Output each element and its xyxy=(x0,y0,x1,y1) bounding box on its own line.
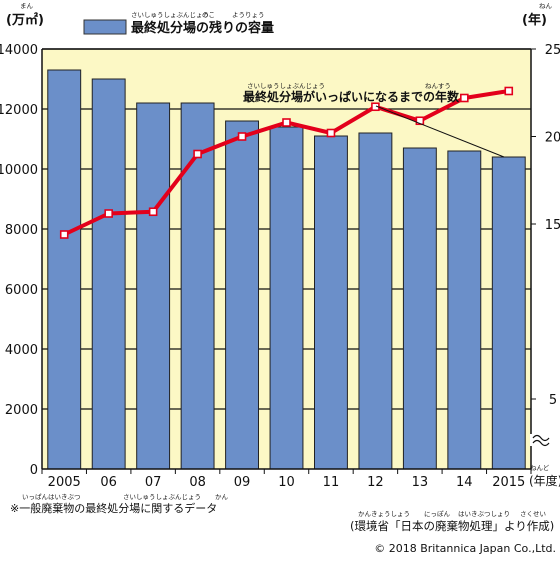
x-axis-unit: (年度) xyxy=(529,473,560,488)
axis-break-mark xyxy=(532,434,550,442)
left-tick-label: 6000 xyxy=(5,283,38,298)
legend: さいしゅうしょぶんじょう のこ ようりょう 最終処分場の残りの容量 xyxy=(83,11,274,36)
bar xyxy=(136,102,171,470)
legend-ruby-2: のこ xyxy=(202,11,215,19)
line-point xyxy=(282,118,291,127)
right-tick-label: 20 xyxy=(545,131,560,146)
bar xyxy=(491,156,526,470)
bar xyxy=(225,120,259,470)
legend-ruby-1: さいしゅうしょぶんじょう xyxy=(131,11,209,19)
left-tick-label: 4000 xyxy=(5,343,38,358)
axis-break-mark xyxy=(532,439,550,447)
x-tick-label: 08 xyxy=(189,475,206,490)
bar xyxy=(314,135,348,470)
left-axis-unit-ruby: まん xyxy=(20,2,34,10)
bar xyxy=(402,147,437,470)
annotation-leader xyxy=(375,105,505,158)
left-tick-label: 8000 xyxy=(5,223,38,238)
bar xyxy=(447,150,482,470)
source-ruby-1: かんきょうしょう xyxy=(358,510,410,518)
note-ruby-1: いっぱんはいきぶつ xyxy=(22,493,81,501)
line-series xyxy=(59,86,514,239)
tick-labels: 0 2000 4000 6000 8000 10000 12000 14000 5 15 20 25 2… xyxy=(0,43,560,490)
source-ruby-4: さくせい xyxy=(520,510,546,518)
bar xyxy=(47,69,82,470)
line-point xyxy=(504,86,514,96)
line-point xyxy=(326,128,336,138)
legend-label: 最終処分場の残りの容量 xyxy=(131,20,274,36)
left-axis-unit: (万㎡) xyxy=(6,12,44,28)
line-point xyxy=(148,207,158,217)
bar xyxy=(358,132,393,470)
note-ruby-3: かん xyxy=(215,493,229,501)
bar xyxy=(180,102,215,470)
bar xyxy=(91,78,126,470)
axes xyxy=(41,48,552,474)
legend-swatch xyxy=(83,19,127,35)
right-tick-label: 15 xyxy=(545,218,560,233)
x-tick-label: 11 xyxy=(323,475,340,490)
annotation-ruby-1: さいしゅうしょぶんじょう xyxy=(247,82,325,90)
right-tick-label: 5 xyxy=(549,393,557,408)
x-tick-label: 07 xyxy=(145,475,162,490)
line-annotation: さいしゅうしょぶんじょう ねんすう 最終処分場がいっぱいになるまでの年数 xyxy=(243,82,505,158)
left-tick-label: 2000 xyxy=(5,403,38,418)
line-point xyxy=(460,93,469,103)
left-tick-label: 10000 xyxy=(0,163,38,178)
source-ruby-2: にっぽん xyxy=(424,509,451,518)
line-point xyxy=(193,149,202,159)
right-tick-label: 25 xyxy=(545,43,560,58)
x-axis-unit-ruby: ねんど xyxy=(530,464,550,472)
x-tick-label: 09 xyxy=(234,475,251,490)
note: ※一般廃棄物の最終処分場に関するデータ xyxy=(10,501,217,515)
annotation-ruby-2: ねんすう xyxy=(425,82,451,90)
left-tick-label: 12000 xyxy=(0,103,38,118)
right-axis-unit-ruby: ねん xyxy=(539,2,553,10)
x-tick-label: 2005 xyxy=(48,475,81,490)
source-ruby-3: はいきぶつしょり xyxy=(458,510,510,518)
copyright: © 2018 Britannica Japan Co.,Ltd. xyxy=(374,542,556,555)
x-tick-label: 10 xyxy=(278,475,295,490)
legend-ruby-3: ようりょう xyxy=(232,11,265,19)
line-point xyxy=(104,209,113,218)
x-tick-label: 12 xyxy=(367,475,384,490)
note-ruby-2: さいしゅうしょぶんじょう xyxy=(123,493,201,501)
line-point xyxy=(237,132,247,141)
x-tick-label: 06 xyxy=(100,475,117,490)
annotation-text: 最終処分場がいっぱいになるまでの年数 xyxy=(243,89,460,104)
left-tick-label: 0 xyxy=(30,463,38,478)
x-tick-label: 2015 xyxy=(492,475,525,490)
x-tick-label: 14 xyxy=(456,475,473,490)
left-tick-label: 14000 xyxy=(0,43,38,58)
line-point xyxy=(59,230,69,239)
axis-break-gap xyxy=(530,434,552,446)
x-tick-label: 13 xyxy=(412,475,429,490)
source: (環境省「日本の廃棄物処理」より作成) xyxy=(350,519,554,533)
bar xyxy=(269,126,304,470)
line-point xyxy=(415,116,425,126)
right-axis-unit: (年) xyxy=(522,12,547,28)
